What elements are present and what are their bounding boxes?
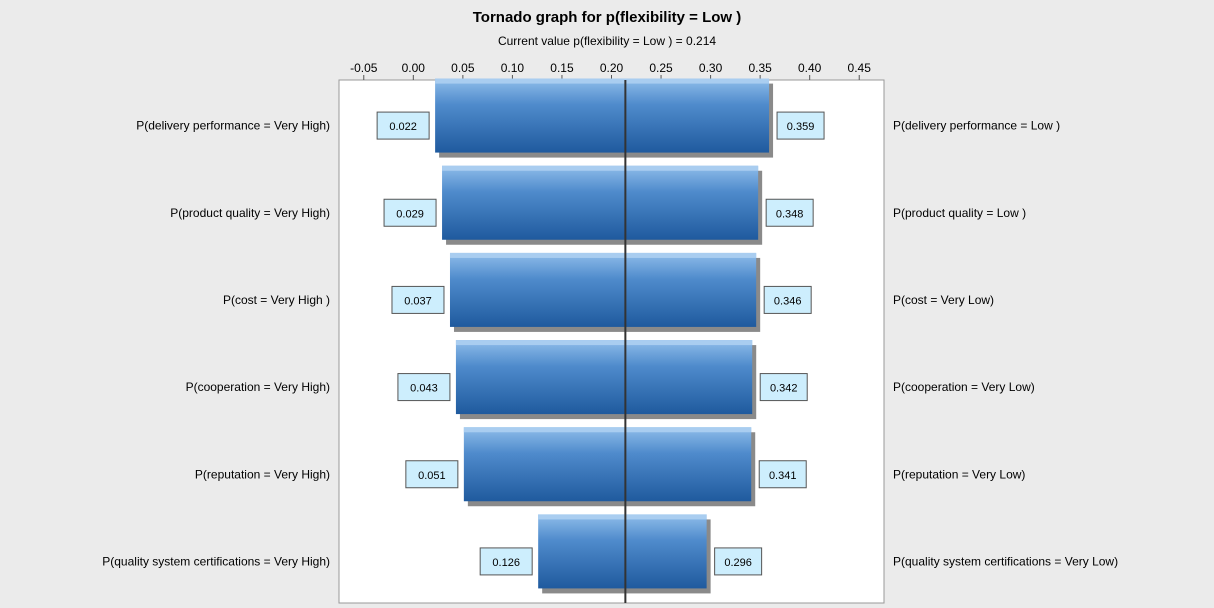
left-category-label: P(cooperation = Very High) — [186, 380, 330, 394]
low-value-box — [397, 373, 451, 402]
x-tick-label: 0.25 — [649, 61, 673, 75]
x-tick-label: 0.30 — [699, 61, 723, 75]
low-value-box — [405, 460, 459, 489]
bar-highlight — [435, 78, 770, 84]
bar-highlight — [449, 252, 757, 258]
x-tick-label: -0.05 — [350, 61, 378, 75]
x-tick-label: 0.05 — [451, 61, 475, 75]
right-category-label: P(product quality = Low ) — [893, 206, 1026, 220]
bar — [449, 252, 757, 327]
x-tick-label: 0.00 — [402, 61, 426, 75]
x-tick-label: 0.20 — [600, 61, 624, 75]
chart-title: Tornado graph for p(flexibility = Low ) — [473, 9, 741, 26]
low-value-box — [383, 198, 437, 227]
right-category-label: P(reputation = Very Low) — [893, 467, 1025, 481]
right-category-label: P(quality system certifications = Very L… — [893, 554, 1118, 568]
high-value-box — [765, 198, 814, 227]
bar-highlight — [538, 514, 707, 520]
high-value-label: 0.342 — [770, 383, 798, 395]
high-value-label: 0.359 — [787, 121, 815, 133]
right-category-label: P(cooperation = Very Low) — [893, 380, 1035, 394]
high-value-box — [758, 460, 807, 489]
high-value-box — [759, 373, 808, 402]
left-category-label: P(delivery performance = Very High) — [136, 119, 330, 133]
high-value-label: 0.348 — [776, 208, 804, 220]
bars-layer — [435, 78, 774, 594]
bar — [442, 165, 759, 240]
low-value-label: 0.043 — [410, 383, 438, 395]
x-tick-label: 0.10 — [501, 61, 525, 75]
x-tick-label: 0.40 — [798, 61, 822, 75]
chart-subtitle: Current value p(flexibility = Low ) = 0.… — [498, 34, 716, 48]
bar — [538, 514, 707, 589]
low-value-box — [479, 547, 533, 576]
bar — [435, 78, 770, 153]
bar — [455, 340, 753, 415]
bar — [463, 427, 752, 502]
high-value-box — [776, 111, 825, 140]
right-category-label: P(delivery performance = Low ) — [893, 119, 1060, 133]
right-category-label: P(cost = Very Low) — [893, 293, 994, 307]
bar-highlight — [455, 340, 753, 346]
left-category-label: P(cost = Very High ) — [223, 293, 330, 307]
low-value-label: 0.029 — [396, 208, 424, 220]
high-value-box — [763, 285, 812, 314]
x-axis-ticks: -0.05 0.00 0.05 0.10 0.15 0.20 0.25 0.30 0.35 0.4… — [350, 61, 871, 80]
bar-highlight — [442, 165, 759, 171]
left-category-label: P(product quality = Very High) — [170, 206, 330, 220]
left-category-label: P(quality system certifications = Very H… — [102, 554, 330, 568]
labels-layer: 0.022 0.359 P(delivery performance = Very … — [102, 111, 1118, 576]
x-tick-label: 0.35 — [748, 61, 772, 75]
x-tick-label: 0.45 — [848, 61, 872, 75]
low-value-box — [376, 111, 430, 140]
low-value-label: 0.037 — [404, 295, 432, 307]
high-value-label: 0.341 — [769, 470, 797, 482]
high-value-box — [714, 547, 763, 576]
left-category-label: P(reputation = Very High) — [195, 467, 330, 481]
low-value-label: 0.022 — [389, 121, 417, 133]
high-value-label: 0.346 — [774, 295, 802, 307]
high-value-label: 0.296 — [724, 557, 752, 569]
low-value-label: 0.126 — [492, 557, 520, 569]
bar-highlight — [463, 427, 752, 433]
low-value-box — [391, 285, 445, 314]
low-value-label: 0.051 — [418, 470, 446, 482]
x-tick-label: 0.15 — [550, 61, 574, 75]
